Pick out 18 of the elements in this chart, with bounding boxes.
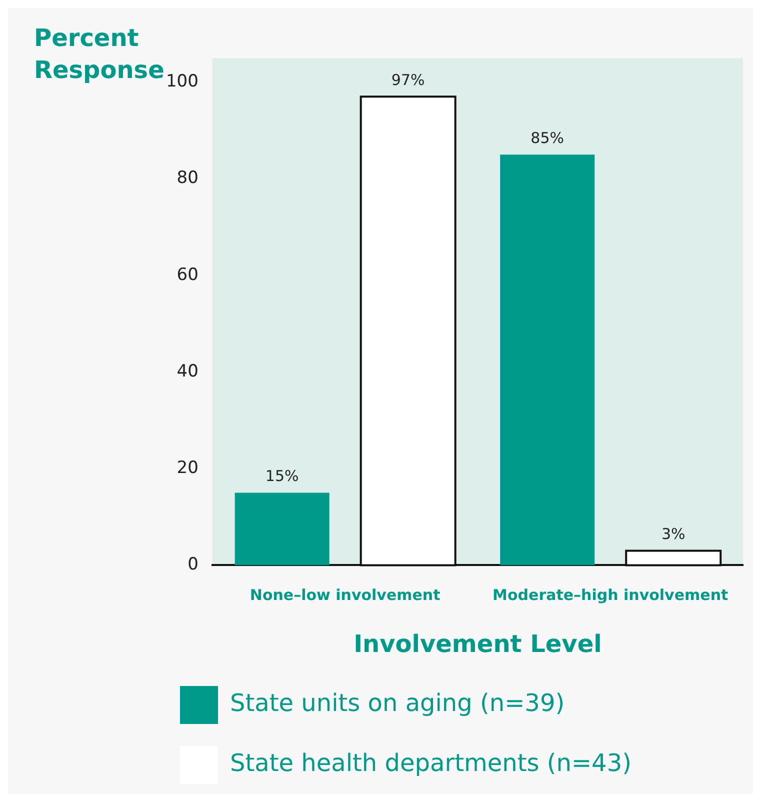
y-tick-label: 20: [176, 458, 198, 478]
data-label: 15%: [265, 467, 299, 486]
x-tick-label: None–low involvement: [250, 586, 440, 604]
data-label: 85%: [530, 129, 564, 147]
x-tick-label: Moderate–high involvement: [492, 586, 728, 604]
y-tick-label: 80: [176, 168, 198, 188]
legend-label: State units on aging (n=39): [230, 689, 565, 718]
x-axis-title: Involvement Level: [354, 630, 602, 658]
y-tick-label: 60: [176, 264, 198, 285]
legend-label: State health departments (n=43): [230, 749, 632, 778]
data-label: 97%: [391, 71, 425, 90]
y-axis-title: Percent Response: [34, 24, 164, 84]
y-tick-label: 40: [176, 361, 198, 382]
y-tick-label: 100: [166, 72, 198, 92]
bar: [234, 492, 330, 566]
y-tick-label: 0: [188, 554, 198, 575]
bar: [500, 154, 595, 566]
data-label: 3%: [661, 525, 686, 544]
